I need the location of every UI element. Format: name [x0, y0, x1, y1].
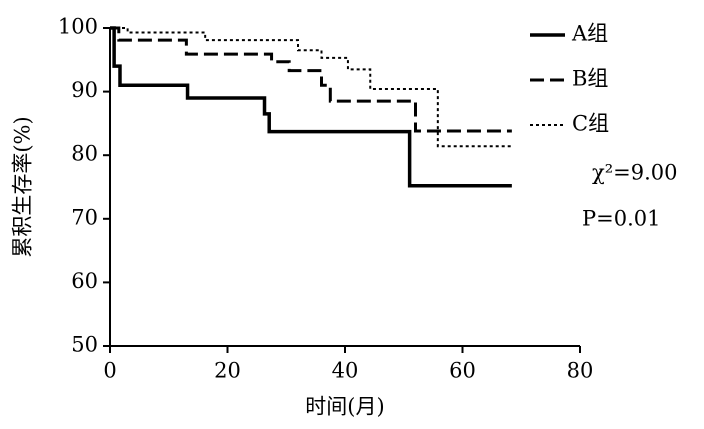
- annotation: χ²=9.00: [592, 161, 678, 185]
- x-tick-label: 40: [332, 359, 359, 383]
- y-tick-label: 90: [71, 78, 98, 102]
- annotation: P=0.01: [582, 207, 660, 231]
- legend-label: C组: [572, 112, 609, 136]
- y-axis-label: 累积生存率(%): [11, 116, 35, 257]
- survival-line: [110, 26, 512, 133]
- x-tick-label: 60: [449, 359, 476, 383]
- y-tick-label: 70: [71, 205, 98, 229]
- legend-label: A组: [571, 22, 608, 46]
- x-tick-label: 80: [567, 359, 594, 383]
- y-tick-label: 50: [71, 333, 98, 357]
- y-tick-label: 60: [71, 269, 98, 293]
- survival-line: [110, 26, 512, 188]
- y-tick-label: 100: [58, 15, 98, 39]
- x-tick-label: 20: [214, 359, 241, 383]
- legend-label: B组: [572, 67, 608, 91]
- x-axis-label: 时间(月): [305, 395, 384, 419]
- x-tick-label: 0: [103, 359, 116, 383]
- survival-line: [110, 27, 512, 148]
- y-tick-label: 80: [71, 142, 98, 166]
